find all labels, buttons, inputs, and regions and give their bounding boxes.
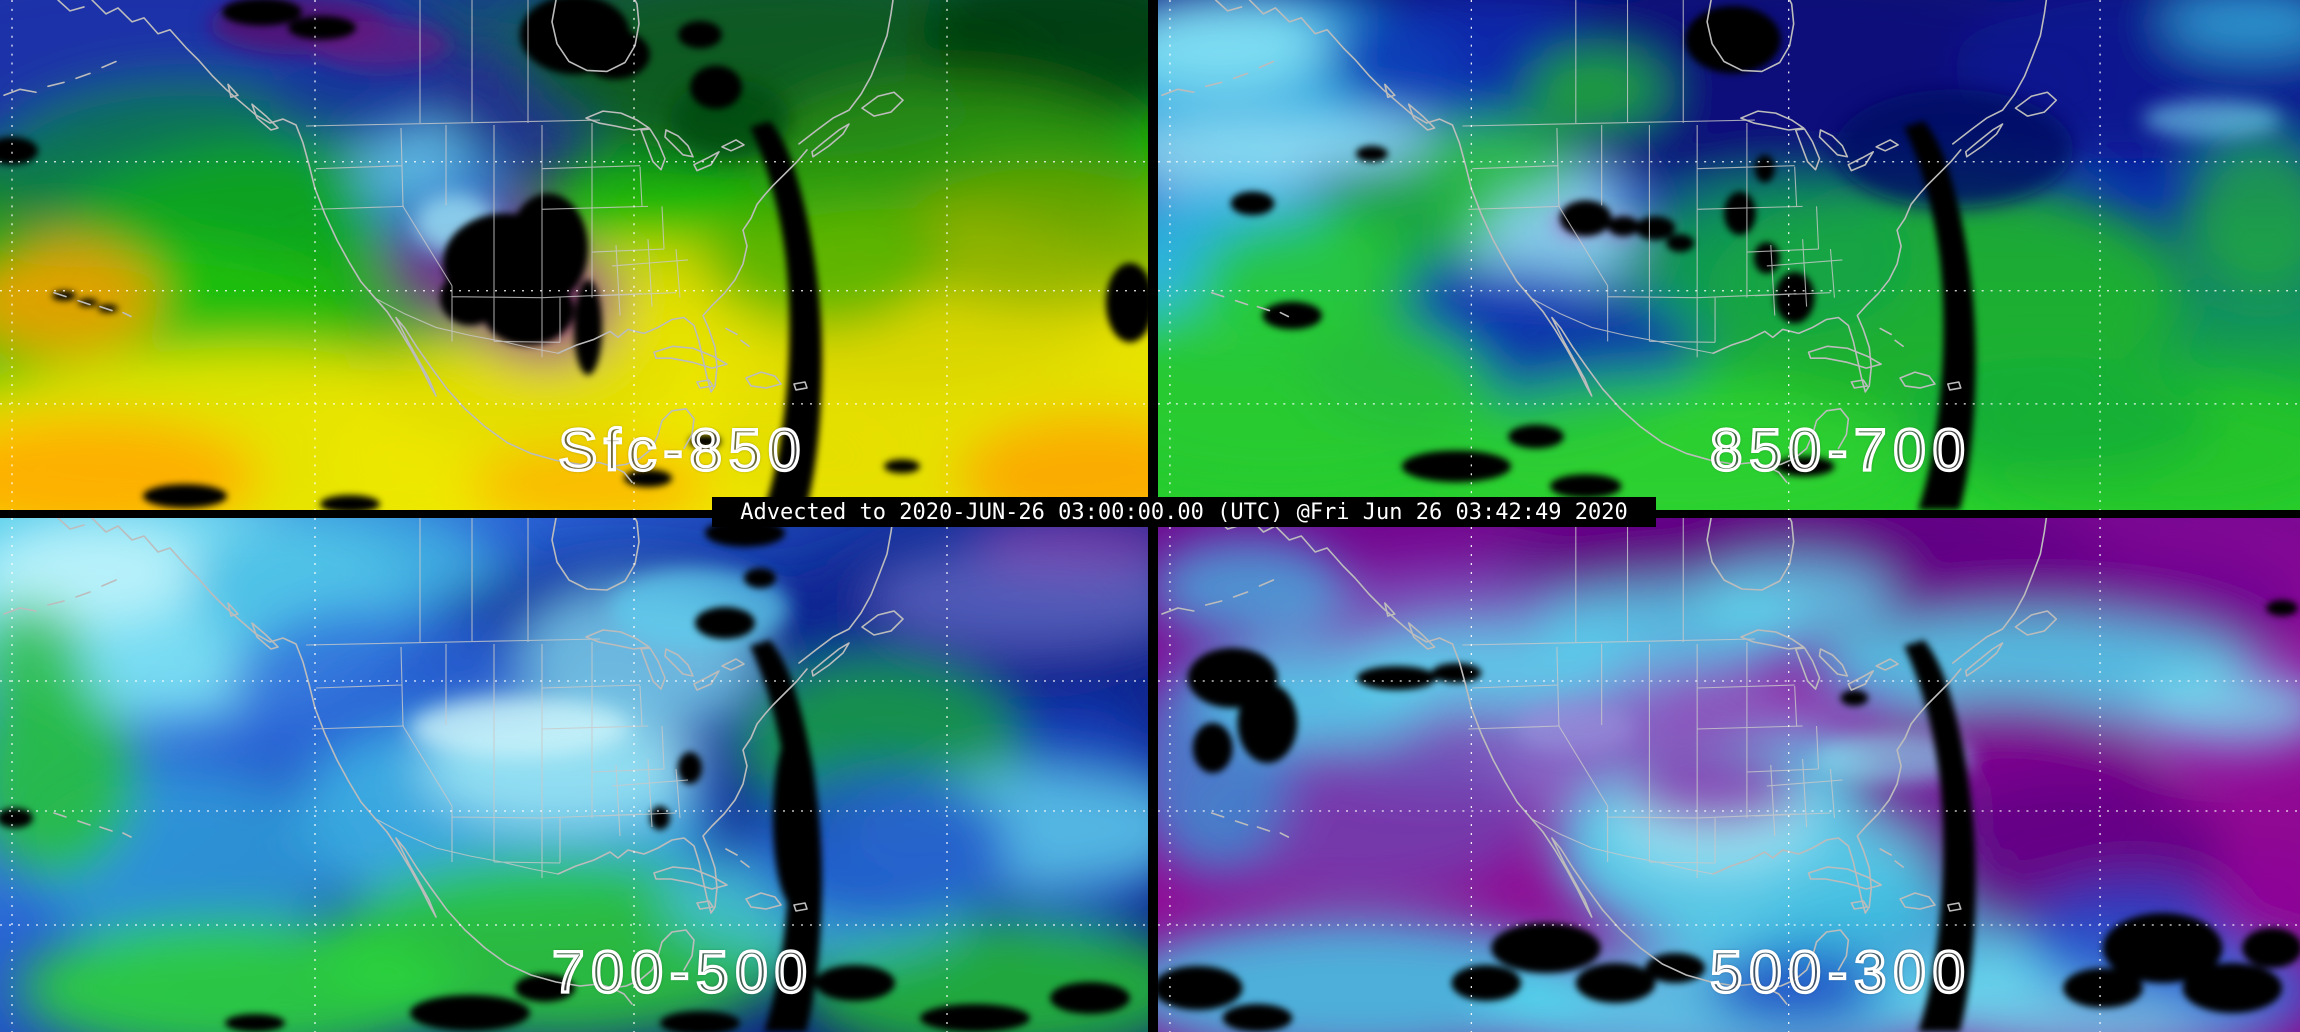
panel-700-500: 700-500	[0, 518, 1148, 1032]
850-700-moisture-field	[1158, 0, 2300, 510]
sfc-850-moisture-field	[0, 0, 1148, 510]
panel-850-700: 850-700	[1158, 0, 2300, 510]
panel-sfc-850: Sfc-850	[0, 0, 1148, 510]
500-300-moisture-field	[1158, 518, 2300, 1032]
panel-label-sfc-850: Sfc-850	[557, 416, 808, 484]
panel-label-850-700: 850-700	[1708, 416, 1972, 484]
panel-label-500-300: 500-300	[1708, 938, 1972, 1006]
panel-500-300: 500-300	[1158, 518, 2300, 1032]
panel-label-700-500: 700-500	[550, 938, 814, 1006]
timestamp-bar: Advected to 2020-JUN-26 03:00:00.00 (UTC…	[712, 497, 1656, 527]
timestamp-text: Advected to 2020-JUN-26 03:00:00.00 (UTC…	[740, 499, 1628, 525]
700-500-moisture-field	[0, 518, 1148, 1032]
